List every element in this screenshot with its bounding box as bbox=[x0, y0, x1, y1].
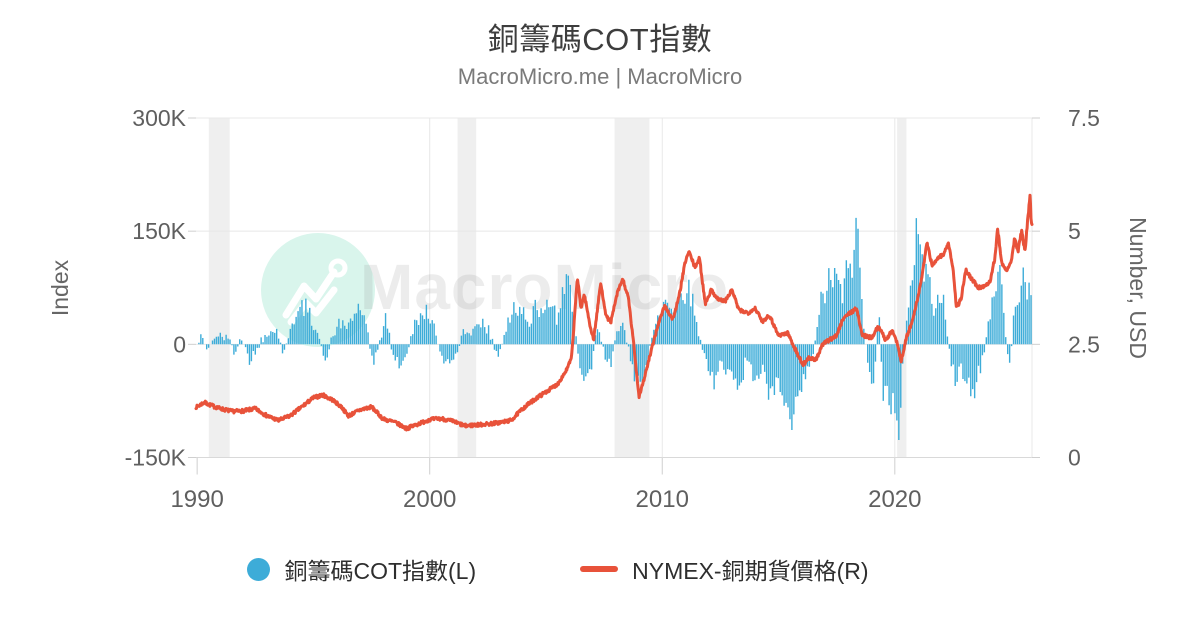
left-axis-tick-label: 0 bbox=[173, 331, 186, 357]
cot-series-marker-icon bbox=[247, 557, 271, 581]
recession-band bbox=[457, 118, 477, 458]
chart-title: 銅籌碼COT指數 bbox=[487, 22, 713, 57]
cot-series-label: 銅籌碼COT指數(L) bbox=[284, 558, 477, 584]
right-axis-tick-label: 2.5 bbox=[1068, 331, 1100, 357]
right-axis-tick-label: 7.5 bbox=[1068, 105, 1100, 131]
recession-band bbox=[208, 118, 230, 458]
right-axis-title: Number, USD bbox=[1125, 217, 1151, 359]
left-axis-title: Index bbox=[47, 259, 73, 316]
left-axis-tick-label: -150K bbox=[125, 445, 187, 471]
axis-labels: 300K 150K 0 -150K 7.5 5 2.5 0 1990 2000 2010 2020 bbox=[125, 105, 1100, 513]
left-axis-tick-label: 300K bbox=[132, 105, 186, 131]
tick-marks bbox=[188, 117, 1040, 475]
watermark: MacroMicro bbox=[261, 233, 728, 347]
price-line-series bbox=[194, 193, 1034, 432]
price-series-label: NYMEX-銅期貨價格(R) bbox=[632, 558, 869, 584]
legend: 銅籌碼COT指數(L) NYMEX-銅期貨價格(R) bbox=[0, 552, 1158, 586]
cot-bars-series bbox=[198, 217, 1032, 440]
legend-item-cot[interactable]: 銅籌碼COT指數(L) bbox=[247, 552, 476, 586]
left-axis-tick-label: 150K bbox=[132, 218, 186, 244]
watermark-flag-dot-icon bbox=[328, 258, 348, 278]
watermark-mountain-icon bbox=[282, 268, 338, 319]
right-axis-tick-label: 5 bbox=[1068, 218, 1081, 244]
recession-band bbox=[897, 118, 907, 458]
recession-bands bbox=[208, 118, 907, 458]
x-axis-tick-label: 2000 bbox=[403, 486, 456, 513]
x-axis-tick-label: 2020 bbox=[868, 486, 921, 513]
x-axis-tick-label: 1990 bbox=[170, 486, 223, 513]
price-series-marker-icon bbox=[580, 566, 619, 572]
chart-subtitle: MacroMicro.me | MacroMicro bbox=[457, 64, 743, 89]
right-axis-tick-label: 0 bbox=[1068, 445, 1081, 471]
legend-item-price[interactable]: NYMEX-銅期貨價格(R) bbox=[580, 552, 869, 586]
x-axis-tick-label: 2010 bbox=[636, 486, 689, 513]
